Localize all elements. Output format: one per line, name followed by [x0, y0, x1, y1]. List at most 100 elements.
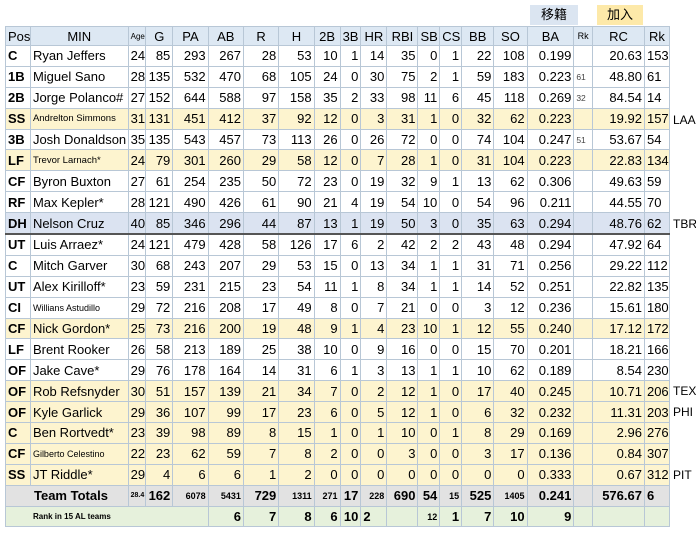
hits-cell: 34: [278, 380, 315, 403]
player-name-cell[interactable]: Byron Buxton: [29, 170, 129, 193]
player-name-cell[interactable]: Jake Cave*: [29, 359, 129, 382]
player-row[interactable]: UT Luis Arraez* 24 121 479 428 58 126 17 6 2 42 2 2 43…: [5, 233, 671, 256]
player-name-cell[interactable]: Miguel Sano: [29, 65, 129, 88]
player-name-cell[interactable]: Josh Donaldson: [29, 128, 129, 151]
player-name-cell[interactable]: Mitch Garver: [29, 254, 129, 277]
player-name-cell[interactable]: Ben Rortvedt*: [29, 422, 129, 444]
col-header-ba-rank[interactable]: Rk: [573, 26, 594, 46]
col-header-r[interactable]: R: [242, 26, 280, 46]
stolen-bases-cell: 10: [417, 191, 441, 214]
player-row[interactable]: CF Byron Buxton 27 61 254 235 50 72 23 0 19 32 9 1 13 6…: [5, 170, 671, 193]
player-row[interactable]: OF Rob Refsnyder 30 51 157 139 21 34 7 0 2 12 1 0 17 40…: [5, 380, 671, 403]
player-name-cell[interactable]: Kyle Garlick: [29, 401, 129, 424]
col-header-2b[interactable]: 2B: [313, 26, 341, 46]
player-row[interactable]: LF Trevor Larnach* 24 79 301 260 29 58 12 0 7 28 1 0 3…: [5, 149, 671, 172]
player-name-cell[interactable]: Alex Kirilloff*: [29, 275, 129, 298]
col-header-hr[interactable]: HR: [360, 26, 388, 46]
join-button[interactable]: 加入: [597, 5, 643, 25]
player-name-cell[interactable]: Brent Rooker: [29, 338, 129, 361]
strikeouts-cell: 0: [493, 463, 528, 486]
col-header-cs[interactable]: CS: [439, 26, 463, 46]
player-row[interactable]: 2B Jorge Polanco# 27 152 644 588 97 158 35 2 33 98 1…: [5, 86, 671, 109]
plate-appearances-cell: 62: [172, 442, 209, 465]
player-row[interactable]: LF Brent Rooker 26 58 213 189 25 38 10 0 9 16 0 0 15 70…: [5, 338, 671, 361]
player-name-cell[interactable]: Jorge Polanco#: [29, 86, 129, 109]
runs-cell: 97: [242, 86, 280, 109]
home-runs-cell: 19: [360, 191, 388, 214]
age-cell: 28: [127, 191, 147, 214]
team-totals-row: Team Totals 28.4 162 6078 5431 729 1311 …: [5, 484, 671, 507]
doubles-cell: 12: [313, 107, 341, 130]
player-row[interactable]: 1B Miguel Sano 28 135 532 470 68 105 24 0 30 75 2 1 59…: [5, 65, 671, 88]
player-row[interactable]: UT Alex Kirilloff* 23 59 231 215 23 54 11 1 8 34 1 1 1…: [5, 275, 671, 298]
caught-stealing-cell: 1: [439, 170, 463, 193]
player-row[interactable]: C Ryan Jeffers 24 85 293 267 28 53 10 1 14 35 0 1 22 10…: [5, 45, 671, 67]
stolen-bases-cell: 1: [417, 254, 441, 277]
player-row[interactable]: DH Nelson Cruz 40 85 346 296 44 87 13 1 19 50 3 0 35 63…: [5, 212, 671, 236]
player-row[interactable]: C Ben Rortvedt* 23 39 98 89 8 15 1 0 1 10 0 1 8 29 0.169…: [5, 422, 671, 444]
player-name-cell[interactable]: Rob Refsnyder: [29, 380, 129, 403]
player-row[interactable]: C Mitch Garver 30 68 243 207 29 53 15 0 13 34 1 1 31 71…: [5, 254, 671, 277]
player-name-cell[interactable]: Ryan Jeffers: [29, 45, 129, 67]
player-name-cell[interactable]: Gilberto Celestino: [29, 442, 129, 465]
col-header-sb[interactable]: SB: [417, 26, 441, 46]
games-cell: 68: [145, 254, 174, 277]
col-header-age[interactable]: Age: [127, 26, 147, 46]
home-runs-cell: 2: [360, 233, 388, 256]
rc-rank-cell: 135: [643, 275, 671, 298]
player-row[interactable]: RF Max Kepler* 28 121 490 426 61 90 21 4 19 54 10 0 54…: [5, 191, 671, 214]
col-header-pos[interactable]: Pos: [5, 26, 31, 46]
triples-cell: 1: [339, 212, 362, 236]
player-name-cell[interactable]: Andrelton Simmons: [29, 107, 129, 130]
walks-cell: 22: [461, 45, 495, 67]
col-header-ab[interactable]: AB: [207, 26, 244, 46]
player-row[interactable]: CF Nick Gordon* 25 73 216 200 19 48 9 1 4 23 10 1 12 55…: [5, 317, 671, 340]
col-header-ba[interactable]: BA: [526, 26, 575, 46]
batting-average-cell: 0.269: [526, 86, 575, 109]
col-header-rc[interactable]: RC: [592, 26, 645, 46]
player-name-cell[interactable]: Nick Gordon*: [29, 317, 129, 340]
col-header-name[interactable]: MIN: [29, 26, 129, 46]
runs-created-cell: 15.61: [592, 296, 645, 319]
totals-3b: 17: [339, 484, 362, 507]
player-name-cell[interactable]: Willians Astudillo: [29, 296, 129, 319]
doubles-cell: 0: [313, 463, 341, 486]
at-bats-cell: 207: [207, 254, 244, 277]
col-header-h[interactable]: H: [278, 26, 315, 46]
position-cell: UT: [5, 233, 31, 256]
col-header-rbi[interactable]: RBI: [386, 26, 419, 46]
player-row[interactable]: OF Jake Cave* 29 76 178 164 14 31 6 1 3 13 1 1 10 62 0.1…: [5, 359, 671, 382]
col-header-g[interactable]: G: [145, 26, 174, 46]
player-name-cell[interactable]: JT Riddle*: [29, 463, 129, 486]
player-name-cell[interactable]: Trevor Larnach*: [29, 149, 129, 172]
strikeouts-cell: 104: [493, 128, 528, 151]
player-row[interactable]: CF Gilberto Celestino 22 23 62 59 7 8 2 0 0 3 0 0 3 17 0…: [5, 442, 671, 465]
home-runs-cell: 0: [360, 442, 388, 465]
col-header-so[interactable]: SO: [493, 26, 528, 46]
col-header-rc-rank[interactable]: Rk: [643, 26, 671, 46]
games-cell: 135: [145, 65, 174, 88]
runs-cell: 61: [242, 191, 280, 214]
player-row[interactable]: SS JT Riddle* 29 4 6 6 1 2 0 0 0 0 0 0 0 0 0.333 0.67 312: [5, 463, 671, 486]
doubles-cell: 23: [313, 170, 341, 193]
player-row[interactable]: OF Kyle Garlick 29 36 107 99 17 23 6 0 5 12 1 0 6 32 0.2…: [5, 401, 671, 424]
col-header-3b[interactable]: 3B: [339, 26, 362, 46]
col-header-pa[interactable]: PA: [172, 26, 209, 46]
player-row[interactable]: SS Andrelton Simmons 31 131 451 412 37 92 12 0 3 31…: [5, 107, 671, 130]
batting-average-cell: 0.199: [526, 45, 575, 67]
batting-average-cell: 0.236: [526, 296, 575, 319]
col-header-bb[interactable]: BB: [461, 26, 495, 46]
player-row[interactable]: CI Willians Astudillo 29 72 216 208 17 49 8 0 7 21 0…: [5, 296, 671, 319]
doubles-cell: 17: [313, 233, 341, 256]
player-row[interactable]: 3B Josh Donaldson 35 135 543 457 73 113 26 0 26 72 0…: [5, 128, 671, 151]
rc-rank-cell: 180: [643, 296, 671, 319]
rbi-cell: 3: [386, 442, 419, 465]
rc-rank-cell: 172: [643, 317, 671, 340]
player-name-cell[interactable]: Luis Arraez*: [29, 233, 129, 256]
caught-stealing-cell: 1: [439, 45, 463, 67]
triples-cell: 1: [339, 317, 362, 340]
player-name-cell[interactable]: Nelson Cruz: [29, 212, 129, 236]
doubles-cell: 21: [313, 191, 341, 214]
transfer-button[interactable]: 移籍: [530, 5, 578, 25]
player-name-cell[interactable]: Max Kepler*: [29, 191, 129, 214]
